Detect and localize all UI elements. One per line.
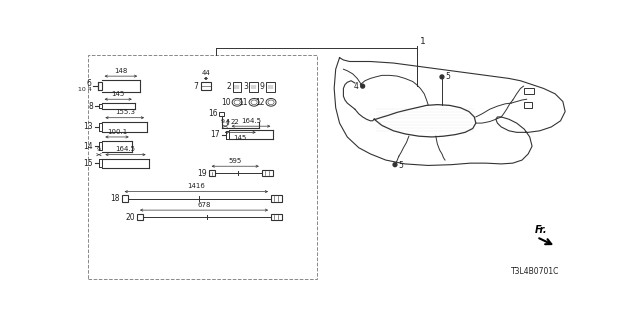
- Text: 3: 3: [243, 83, 248, 92]
- Text: T3L4B0701C: T3L4B0701C: [511, 267, 559, 276]
- Text: 148: 148: [114, 68, 127, 74]
- Bar: [201, 82, 211, 90]
- Text: 145: 145: [234, 135, 247, 141]
- Text: 14: 14: [84, 142, 93, 151]
- Bar: [232, 82, 241, 92]
- Text: 2: 2: [226, 83, 231, 92]
- Bar: [209, 170, 215, 176]
- Text: 19: 19: [196, 169, 206, 178]
- Text: 8: 8: [88, 102, 93, 111]
- Text: 1: 1: [420, 37, 426, 46]
- Text: 15: 15: [84, 159, 93, 168]
- Text: 12: 12: [255, 98, 265, 107]
- Text: 9.4: 9.4: [220, 119, 230, 124]
- Circle shape: [393, 163, 397, 167]
- Text: 11: 11: [239, 98, 248, 107]
- Bar: [220, 112, 224, 116]
- Text: Fr.: Fr.: [534, 225, 547, 235]
- Bar: [266, 82, 275, 92]
- Circle shape: [361, 84, 365, 88]
- Text: 100.1: 100.1: [107, 129, 127, 135]
- Text: 9: 9: [260, 83, 265, 92]
- Bar: [271, 214, 282, 220]
- Text: 22: 22: [230, 119, 239, 125]
- Bar: [271, 196, 282, 202]
- Text: 18: 18: [110, 194, 119, 203]
- Text: 10: 10: [221, 98, 231, 107]
- Bar: [98, 82, 102, 90]
- Bar: [99, 123, 102, 131]
- Text: 155.3: 155.3: [115, 109, 135, 116]
- Text: 6: 6: [87, 79, 92, 88]
- Text: 9: 9: [97, 147, 101, 152]
- Bar: [99, 104, 102, 108]
- Text: 16: 16: [208, 109, 218, 118]
- Text: 1416: 1416: [188, 183, 205, 189]
- Bar: [250, 82, 258, 92]
- Bar: [262, 170, 273, 176]
- Text: 145: 145: [111, 91, 125, 97]
- Text: 17: 17: [210, 130, 220, 139]
- Text: 7: 7: [194, 82, 198, 91]
- Text: 5: 5: [445, 72, 450, 81]
- Circle shape: [440, 75, 444, 79]
- Text: 5: 5: [399, 161, 404, 170]
- Text: 4: 4: [354, 82, 359, 91]
- Bar: [122, 196, 128, 202]
- Text: 20: 20: [125, 212, 135, 221]
- Bar: [99, 159, 102, 167]
- Text: 678: 678: [197, 202, 211, 208]
- Bar: [524, 102, 532, 108]
- Text: 164.5: 164.5: [115, 146, 136, 152]
- Bar: [225, 131, 228, 139]
- Text: 10 4: 10 4: [78, 87, 92, 92]
- Text: 595: 595: [228, 158, 242, 164]
- Bar: [137, 214, 143, 220]
- Bar: [88, 55, 317, 279]
- Bar: [99, 142, 102, 150]
- Text: 164.5: 164.5: [241, 118, 261, 124]
- Text: 44: 44: [202, 70, 211, 76]
- Bar: [524, 88, 534, 94]
- Text: 13: 13: [84, 123, 93, 132]
